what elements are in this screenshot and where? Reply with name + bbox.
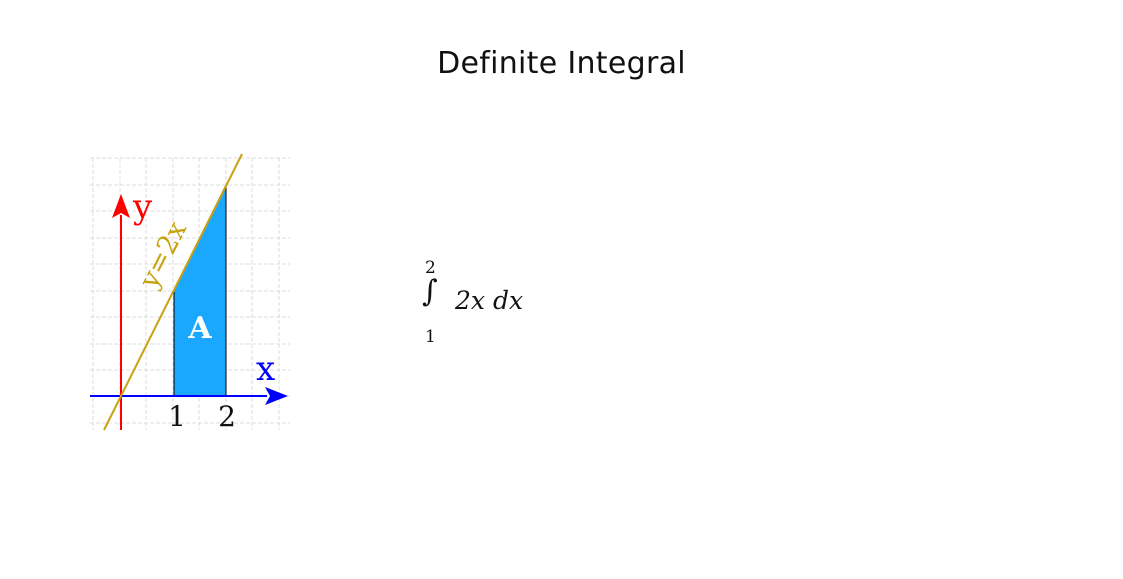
page-title: Definite Integral — [437, 46, 686, 81]
x-axis-arrow-icon — [265, 387, 288, 405]
area-under-curve — [173, 184, 227, 397]
area-label: A — [187, 311, 212, 346]
upper-bound: 2 — [425, 258, 436, 278]
y-axis-label: y — [132, 187, 153, 227]
integrand: 2x dx — [455, 286, 524, 315]
integral-formula: 2 ∫ 1 2x dx — [420, 255, 560, 350]
lower-bound: 1 — [425, 327, 436, 347]
integral-diagram: y x y=2x A 1 2 — [90, 153, 290, 433]
integral-icon: ∫ — [422, 274, 438, 309]
y-axis-arrow-icon — [112, 194, 130, 218]
x-axis-label: x — [256, 349, 275, 389]
tick-label-2: 2 — [218, 400, 236, 433]
tick-label-1: 1 — [168, 400, 186, 433]
function-line — [103, 153, 243, 431]
